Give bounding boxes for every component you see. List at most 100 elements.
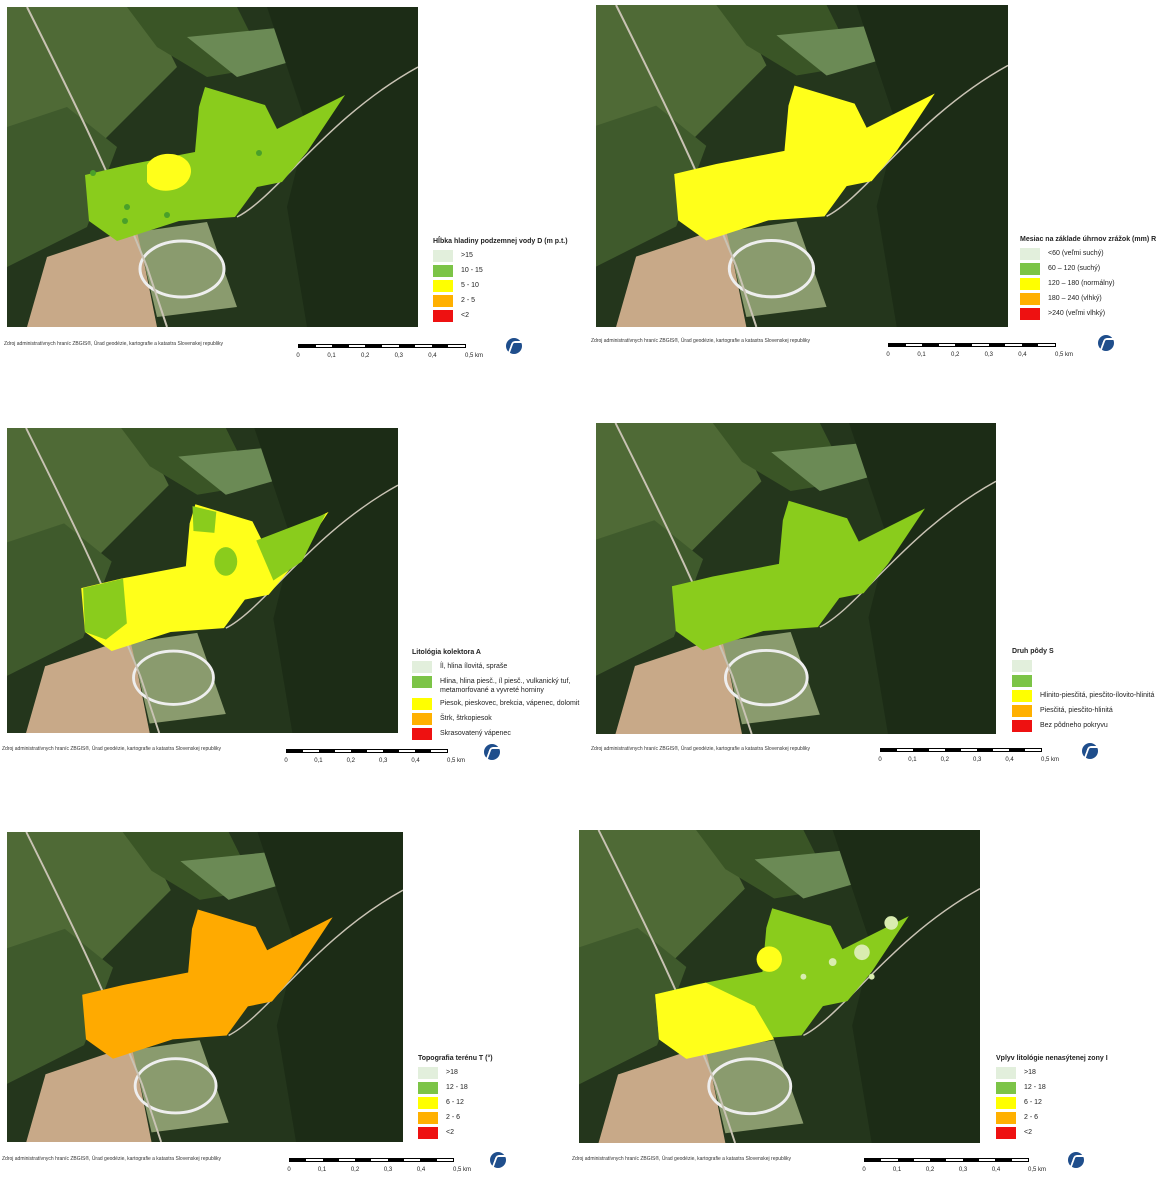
- legend-item: <2: [418, 1127, 568, 1139]
- legend-item: 2 - 6: [418, 1112, 568, 1124]
- scale-tick-label: 0,5 km: [452, 1167, 472, 1173]
- legend-item: 120 – 180 (normálny): [1020, 278, 1168, 290]
- agency-logo: [1082, 743, 1098, 759]
- scale-tick-label: 0,5 km: [1027, 1167, 1047, 1173]
- legend-label: <2: [446, 1129, 454, 1136]
- source-credit: Zdroj administratívnych hraníc ZBGIS®, Ú…: [4, 341, 224, 347]
- scale-tick-label: 0,1: [892, 1167, 902, 1173]
- legend-swatch: [1020, 293, 1040, 305]
- legend-item: [1012, 660, 1168, 672]
- legend: Mesiac na základe úhrnov zrážok (mm) R <6…: [1020, 236, 1168, 323]
- scale-tick-label: 0: [287, 1167, 291, 1173]
- agency-logo: [490, 1152, 506, 1168]
- legend-item: 12 - 18: [996, 1082, 1146, 1094]
- legend-swatch: [996, 1082, 1016, 1094]
- legend-label: 5 - 10: [461, 282, 479, 289]
- agency-logo: [484, 744, 500, 760]
- legend-label: 2 - 5: [461, 297, 476, 304]
- legend-label: 10 - 15: [461, 267, 483, 274]
- assessed-zone: [655, 908, 909, 1059]
- legend-item: >15: [433, 250, 583, 262]
- scale-bar: 0 0,1 0,2 0,3 0,4 0,5 km: [284, 749, 465, 775]
- legend-swatch: [996, 1097, 1016, 1109]
- scale-tick-label: 0,4: [416, 1167, 426, 1173]
- legend-swatch: [996, 1127, 1016, 1139]
- assessed-zone: [674, 85, 935, 241]
- legend-title: Hĺbka hladiny podzemnej vody D (m p.t.): [433, 238, 568, 245]
- aerial-background: [579, 830, 980, 1143]
- scale-tick-label: 0,1: [917, 352, 926, 358]
- map-image: [7, 832, 403, 1142]
- legend-swatch: [412, 661, 432, 673]
- scale-bar-graphic: [289, 1158, 454, 1162]
- legend-swatch: [412, 676, 432, 688]
- scale-bar: 0 0,1 0,2 0,3 0,4 0,5 km: [886, 343, 1073, 369]
- assessed-zone: [85, 87, 345, 241]
- map-image: [7, 7, 418, 327]
- map-image: [7, 428, 398, 733]
- legend-title: Mesiac na základe úhrnov zrážok (mm) R: [1020, 236, 1157, 243]
- legend-item: Piesčitá, piesčito-hlinitá: [1012, 705, 1168, 717]
- agency-logo: [506, 338, 522, 354]
- legend-label: 2 - 6: [446, 1114, 461, 1121]
- legend-swatch: [433, 280, 453, 292]
- legend-label: <2: [461, 312, 469, 319]
- map-image: [596, 5, 1008, 327]
- legend-item: Skrasovatený vápenec: [412, 728, 580, 740]
- scale-tick-label: 0,3: [973, 757, 982, 763]
- legend-swatch: [412, 698, 432, 710]
- legend-swatch: [433, 265, 453, 277]
- legend-item: [1012, 675, 1168, 687]
- legend-label: >18: [1024, 1069, 1036, 1076]
- legend-item: Piesok, pieskovec, brekcia, vápenec, dol…: [412, 698, 580, 710]
- legend-label: <2: [1024, 1129, 1032, 1136]
- map-image: [579, 830, 980, 1143]
- source-credit: Zdroj administratívnych hraníc ZBGIS®, Ú…: [2, 746, 222, 752]
- scale-tick-label: 0,4: [428, 353, 437, 359]
- legend-item: >240 (veľmi vlhký): [1020, 308, 1168, 320]
- scale-tick-label: 0,4: [1018, 352, 1027, 358]
- scale-tick-label: 0,2: [361, 353, 370, 359]
- legend-swatch: [996, 1067, 1016, 1079]
- agency-logo: [1068, 1152, 1084, 1168]
- source-credit: Zdroj administratívnych hraníc ZBGIS®, Ú…: [572, 1156, 792, 1162]
- legend: Topografia terénu T (°) >18 12 - 18 6 - 12 2…: [418, 1055, 568, 1142]
- legend-swatch: [1012, 720, 1032, 732]
- assessed-zone: [671, 500, 925, 651]
- legend-item: <60 (veľmi suchý): [1020, 248, 1168, 260]
- legend: Litológia kolektora A Íl, hlina ílovitá, …: [412, 649, 580, 743]
- legend-swatch: [418, 1082, 438, 1094]
- scale-tick-label: 0,5 km: [1040, 757, 1060, 763]
- legend-label: >18: [446, 1069, 458, 1076]
- scale-tick-label: 0,2: [940, 757, 949, 763]
- scale-tick-label: 0,3: [394, 353, 403, 359]
- legend-swatch: [433, 310, 453, 322]
- legend-item: <2: [996, 1127, 1146, 1139]
- scale-bar-graphic: [298, 344, 466, 348]
- legend-label: <60 (veľmi suchý): [1048, 250, 1104, 257]
- scale-tick-label: 0,1: [317, 1167, 327, 1173]
- agency-logo: [1098, 335, 1114, 351]
- legend-swatch: [412, 728, 432, 740]
- legend-swatch: [1020, 278, 1040, 290]
- legend-item: 180 – 240 (vlhký): [1020, 293, 1168, 305]
- scale-tick-label: 0,3: [984, 352, 993, 358]
- scale-bar: 0 0,1 0,2 0,3 0,4 0,5 km: [862, 1158, 1046, 1184]
- legend-swatch: [996, 1112, 1016, 1124]
- legend: Hĺbka hladiny podzemnej vody D (m p.t.) >…: [433, 238, 583, 325]
- legend-item: 6 - 12: [996, 1097, 1146, 1109]
- legend-label: 12 - 18: [1024, 1084, 1046, 1091]
- legend-swatch: [1012, 705, 1032, 717]
- scale-tick-label: 0,2: [951, 352, 960, 358]
- source-credit: Zdroj administratívnych hraníc ZBGIS®, Ú…: [591, 746, 811, 752]
- legend-item: >18: [996, 1067, 1146, 1079]
- legend-swatch: [418, 1112, 438, 1124]
- legend-label: >15: [461, 252, 473, 259]
- legend-swatch: [1012, 675, 1032, 687]
- legend-label: 12 - 18: [446, 1084, 468, 1091]
- legend-swatch: [418, 1127, 438, 1139]
- legend-title: Druh pôdy S: [1012, 648, 1054, 655]
- scale-tick-label: 0,4: [1005, 757, 1014, 763]
- scale-tick-label: 0,5 km: [464, 353, 484, 359]
- legend-item: 2 - 5: [433, 295, 583, 307]
